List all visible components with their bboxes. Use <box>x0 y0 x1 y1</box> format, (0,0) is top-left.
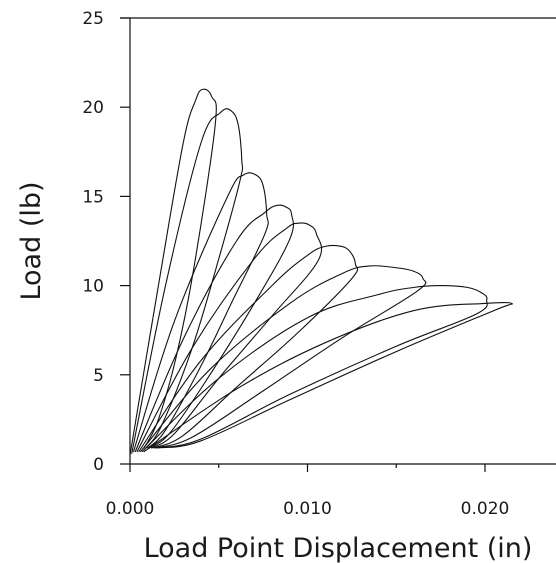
series-curves <box>129 88 513 456</box>
x-tick-label: 0.010 <box>283 499 332 519</box>
load-cycle-curve-8 <box>141 285 488 453</box>
y-tick-label: 20 <box>82 98 104 118</box>
load-cycle-curve-6 <box>138 244 359 453</box>
load-cycle-curve-4 <box>134 204 294 453</box>
y-axis-title: Load (lb) <box>16 181 47 300</box>
x-axis-title: Load Point Displacement (in) <box>144 533 533 563</box>
y-tick-label: 5 <box>93 366 104 386</box>
x-tick-label: 0.020 <box>461 499 510 519</box>
y-tick-label: 0 <box>93 455 104 475</box>
load-cycle-curve-7 <box>140 265 427 453</box>
x-tick-label: 0.000 <box>106 499 155 519</box>
load-cycle-curve-1 <box>129 88 217 456</box>
y-ticks: 0 5 10 15 20 25 <box>82 9 130 475</box>
load-cycle-curve-3 <box>133 172 269 453</box>
x-ticks: 0.000 0.010 0.020 <box>106 464 510 519</box>
load-cycle-curve-9 <box>143 301 513 453</box>
y-tick-label: 25 <box>82 9 104 29</box>
y-tick-label: 10 <box>82 277 104 297</box>
y-tick-label: 15 <box>82 187 104 207</box>
